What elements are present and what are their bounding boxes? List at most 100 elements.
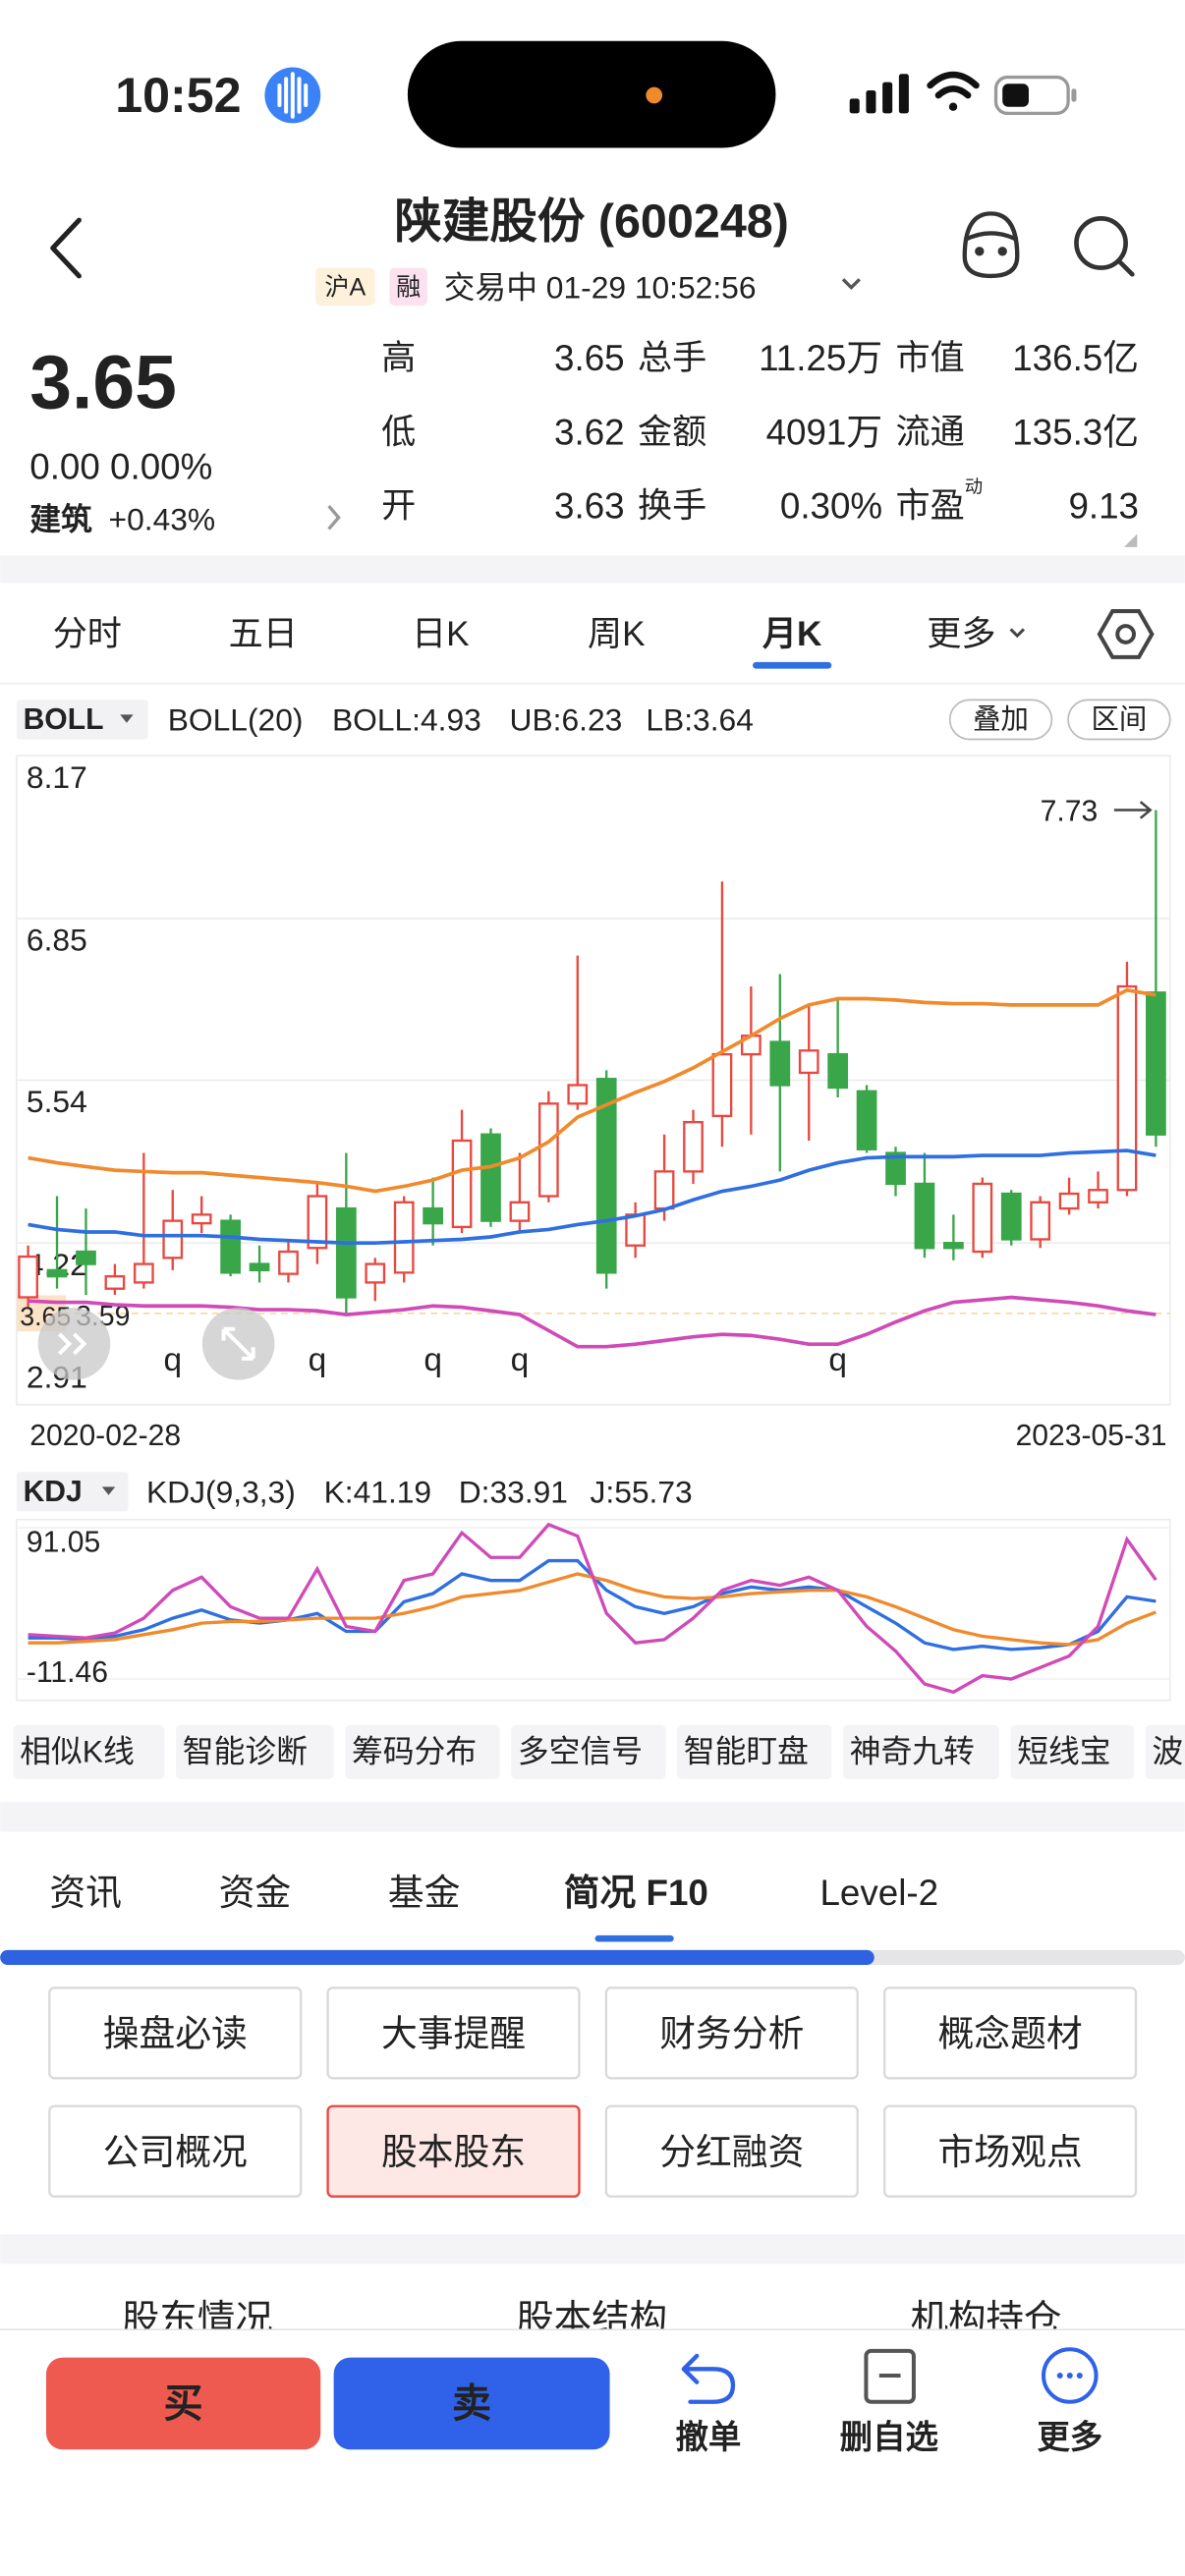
kdj-prefix: D: bbox=[459, 1474, 490, 1509]
assistant-button[interactable] bbox=[962, 211, 1020, 279]
candle-body bbox=[278, 1250, 299, 1275]
quote-label: 低 bbox=[381, 413, 416, 451]
overlay-button[interactable] bbox=[948, 699, 1053, 741]
indicator-select[interactable] bbox=[16, 700, 148, 740]
candle-body bbox=[1030, 1201, 1051, 1241]
tool-button[interactable] bbox=[677, 1724, 832, 1779]
f10-button[interactable] bbox=[882, 1987, 1138, 2080]
period-tab[interactable]: 分时 bbox=[53, 615, 122, 653]
indicator-prefix: BOLL: bbox=[332, 701, 421, 737]
candle-body bbox=[567, 1084, 589, 1105]
f10-button-label[interactable]: 市场观点 bbox=[938, 2132, 1083, 2172]
f10-button-label[interactable]: 公司概况 bbox=[103, 2132, 248, 2172]
kdj-number: 41.19 bbox=[354, 1474, 432, 1509]
search-button[interactable] bbox=[1074, 216, 1135, 277]
settings-button[interactable] bbox=[1097, 609, 1155, 659]
indicator-value: BOLL:4.93 bbox=[332, 701, 481, 737]
buy-button[interactable] bbox=[45, 2357, 321, 2450]
candle-body bbox=[393, 1201, 415, 1274]
f10-button[interactable] bbox=[326, 2104, 581, 2198]
tool-label[interactable]: 智能诊断 bbox=[183, 1734, 308, 1769]
f10-button[interactable] bbox=[604, 1987, 859, 2080]
quote-label-sup: 动 bbox=[965, 476, 983, 496]
kdj-select[interactable] bbox=[16, 1472, 129, 1512]
tool-button[interactable] bbox=[176, 1724, 334, 1779]
candle-body bbox=[856, 1090, 877, 1150]
info-tab[interactable]: Level-2 bbox=[820, 1873, 939, 1913]
end-date: 2023-05-31 bbox=[1016, 1420, 1167, 1452]
period-tab[interactable]: 周K bbox=[588, 615, 646, 653]
sell-label[interactable]: 卖 bbox=[452, 2381, 491, 2426]
period-tab[interactable]: 更多 bbox=[927, 615, 995, 653]
period-tab[interactable]: 日K bbox=[412, 615, 470, 653]
candle-body bbox=[307, 1195, 328, 1250]
quote-value: 3.63 bbox=[554, 486, 625, 527]
overlay-button[interactable] bbox=[1067, 699, 1171, 741]
action-label[interactable]: 删自选 bbox=[840, 2420, 939, 2456]
indicator-params: BOLL(20) bbox=[168, 701, 304, 737]
kdj-number: 33.91 bbox=[489, 1474, 568, 1509]
indicator-value: UB:6.23 bbox=[510, 701, 623, 737]
overlay-button-label[interactable]: 叠加 bbox=[973, 703, 1029, 735]
candle-body bbox=[18, 1255, 38, 1299]
f10-button[interactable] bbox=[604, 2104, 859, 2198]
action-label[interactable]: 更多 bbox=[1037, 2420, 1102, 2456]
f10-button-label[interactable]: 概念题材 bbox=[938, 2014, 1083, 2054]
overlay-button-label[interactable]: 区间 bbox=[1092, 703, 1148, 735]
tool-label[interactable]: 筹码分布 bbox=[352, 1734, 477, 1769]
tool-label[interactable]: 波 bbox=[1152, 1734, 1183, 1769]
change: 0.00 0.00% bbox=[29, 446, 212, 486]
island-dot bbox=[646, 86, 663, 104]
battery-level bbox=[1002, 84, 1029, 107]
info-tab[interactable]: 简况 F10 bbox=[564, 1873, 708, 1913]
indicator-number: 3.64 bbox=[693, 701, 754, 737]
f10-button-label[interactable]: 财务分析 bbox=[659, 2014, 804, 2054]
f10-button[interactable] bbox=[882, 2104, 1138, 2198]
signal-marker: q bbox=[423, 1342, 442, 1378]
f10-button-label[interactable]: 大事提醒 bbox=[381, 2014, 526, 2054]
tool-button[interactable] bbox=[843, 1724, 999, 1779]
f10-button[interactable] bbox=[48, 1987, 303, 2080]
kdj-number: 55.73 bbox=[614, 1474, 693, 1509]
info-tab[interactable]: 资讯 bbox=[49, 1873, 122, 1913]
tool-button[interactable] bbox=[13, 1724, 165, 1779]
back-button[interactable] bbox=[50, 217, 82, 279]
f10-button-label[interactable]: 分红融资 bbox=[659, 2132, 804, 2172]
quote-value: 3.62 bbox=[554, 412, 625, 452]
collapse-button[interactable] bbox=[37, 1308, 111, 1380]
buy-label[interactable]: 买 bbox=[164, 2381, 203, 2426]
tool-label[interactable]: 相似K线 bbox=[20, 1734, 135, 1769]
candle-body bbox=[335, 1206, 357, 1299]
tool-button[interactable] bbox=[511, 1724, 666, 1779]
sector-change: +0.43% bbox=[109, 501, 216, 536]
kdj-tick-label: -11.46 bbox=[27, 1656, 108, 1689]
tool-label[interactable]: 短线宝 bbox=[1017, 1734, 1110, 1769]
tool-button[interactable] bbox=[345, 1724, 500, 1779]
kdj-value: J:55.73 bbox=[590, 1474, 692, 1509]
period-tab[interactable]: 月K bbox=[762, 615, 822, 653]
battery-icon bbox=[993, 75, 1070, 116]
tool-label[interactable]: 多空信号 bbox=[518, 1734, 643, 1769]
action-label[interactable]: 撤单 bbox=[675, 2420, 741, 2456]
tool-button[interactable] bbox=[1010, 1724, 1134, 1779]
f10-button[interactable] bbox=[48, 2104, 303, 2198]
tool-button[interactable] bbox=[1145, 1724, 1185, 1779]
separator bbox=[0, 1802, 1185, 1832]
f10-button-label[interactable]: 操盘必读 bbox=[103, 2014, 248, 2054]
info-tab[interactable]: 基金 bbox=[388, 1873, 461, 1913]
sell-button[interactable] bbox=[333, 2357, 610, 2450]
info-tab[interactable]: 资金 bbox=[219, 1873, 292, 1913]
f10-button-label[interactable]: 股本股东 bbox=[381, 2132, 526, 2172]
quote-value: 3.65 bbox=[554, 338, 625, 378]
tool-label[interactable]: 神奇九转 bbox=[850, 1734, 975, 1769]
sector-chevron[interactable] bbox=[327, 504, 341, 531]
f10-button[interactable] bbox=[326, 1987, 581, 2080]
expand-icon bbox=[221, 1326, 255, 1361]
stock-title: 陕建股份 (600248) bbox=[394, 196, 789, 249]
status-chevron[interactable] bbox=[841, 278, 861, 290]
quote-value: 9.13 bbox=[1068, 486, 1139, 527]
tool-label[interactable]: 智能盯盘 bbox=[684, 1734, 809, 1769]
period-tab[interactable]: 五日 bbox=[229, 615, 298, 653]
candle-body bbox=[972, 1182, 993, 1254]
